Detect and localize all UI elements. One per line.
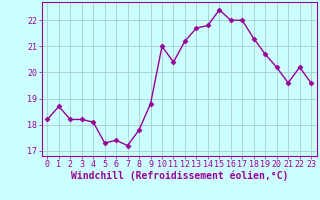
X-axis label: Windchill (Refroidissement éolien,°C): Windchill (Refroidissement éolien,°C) [70, 171, 288, 181]
